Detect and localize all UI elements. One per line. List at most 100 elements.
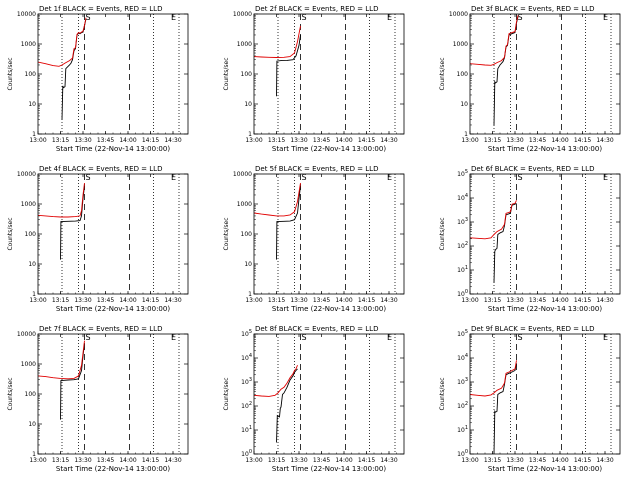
y-tick-label: 100 — [241, 231, 253, 238]
x-tick-label: 13:00 — [461, 137, 478, 144]
y-axis-label: Counts/sec — [7, 57, 14, 90]
series-lld — [469, 15, 519, 66]
y-axis-label: Counts/sec — [223, 57, 230, 90]
x-tick-label: 13:00 — [461, 457, 478, 464]
x-tick-label: 13:30 — [506, 297, 523, 304]
x-tick-label: 14:15 — [358, 137, 375, 144]
x-tick-label: 14:00 — [335, 457, 352, 464]
event-marker-e: E — [387, 173, 392, 182]
y-axis-label: Counts/sec — [7, 217, 14, 250]
event-marker-e: E — [171, 13, 176, 22]
x-tick-label: 13:45 — [97, 137, 114, 144]
event-marker-e: E — [171, 333, 176, 342]
x-tick-label: 13:30 — [290, 297, 307, 304]
x-tick-label: 14:30 — [596, 297, 613, 304]
x-tick-label: 13:30 — [506, 457, 523, 464]
y-tick-label: 10 — [28, 101, 36, 108]
series-events — [276, 34, 301, 97]
y-tick-label: 1000 — [237, 41, 252, 48]
y-tick-label: 10000 — [233, 171, 252, 178]
y-tick-label: 1000 — [237, 201, 252, 208]
chart-title: Det 6f BLACK = Events, RED = LLD — [471, 165, 594, 173]
x-tick-label: 14:15 — [574, 137, 591, 144]
series-events — [276, 368, 298, 443]
chart-panel-3: Det 3f BLACK = Events, RED = LLD Counts/s… — [439, 5, 621, 153]
series-events — [493, 363, 517, 455]
y-axis-label: Counts/sec — [223, 377, 230, 410]
chart-title: Det 2f BLACK = Events, RED = LLD — [255, 5, 378, 13]
event-marker-e: E — [387, 333, 392, 342]
series-lld — [37, 17, 87, 67]
x-tick-label: 13:15 — [268, 297, 285, 304]
y-tick-label: 1 — [248, 291, 252, 298]
x-tick-label: 14:30 — [164, 137, 181, 144]
event-marker-s: S — [86, 173, 91, 182]
x-tick-label: 13:30 — [290, 137, 307, 144]
x-tick-label: 13:00 — [29, 137, 46, 144]
x-tick-label: 13:45 — [97, 457, 114, 464]
y-tick-label: 1 — [464, 131, 468, 138]
x-tick-label: 14:30 — [164, 457, 181, 464]
chart-title: Det 8f BLACK = Events, RED = LLD — [255, 325, 378, 333]
x-axis-label: Start Time (22-Nov-14 13:00:00) — [272, 465, 386, 473]
event-marker-s: S — [86, 333, 91, 342]
y-tick-label: 102 — [457, 241, 468, 250]
series-events — [60, 342, 85, 420]
x-tick-label: 14:30 — [380, 297, 397, 304]
x-tick-label: 13:15 — [52, 137, 69, 144]
chart-panel-4: Det 4f BLACK = Events, RED = LLD Counts/s… — [7, 165, 189, 313]
y-tick-label: 100 — [25, 391, 37, 398]
x-tick-label: 13:00 — [245, 297, 262, 304]
y-tick-label: 102 — [457, 401, 468, 410]
series-lld — [469, 360, 517, 397]
x-tick-label: 14:00 — [551, 137, 568, 144]
chart-title: Det 3f BLACK = Events, RED = LLD — [471, 5, 594, 13]
y-axis-label: Counts/sec — [439, 377, 446, 410]
x-tick-label: 13:45 — [529, 457, 546, 464]
event-marker-e: E — [603, 173, 608, 182]
event-marker-e: E — [387, 13, 392, 22]
y-tick-label: 105 — [457, 329, 468, 338]
x-tick-label: 13:30 — [74, 297, 91, 304]
event-marker-s: S — [302, 333, 307, 342]
x-tick-label: 13:15 — [484, 297, 501, 304]
chart-panel-8: Det 8f BLACK = Events, RED = LLD Counts/s… — [223, 325, 405, 473]
series-lld — [37, 182, 85, 218]
y-tick-label: 10000 — [17, 11, 36, 18]
x-tick-label: 13:30 — [74, 137, 91, 144]
x-tick-label: 14:30 — [380, 457, 397, 464]
chart-panel-9: Det 9f BLACK = Events, RED = LLD Counts/s… — [439, 325, 621, 473]
y-tick-label: 100 — [241, 449, 252, 458]
y-tick-label: 105 — [241, 329, 252, 338]
x-tick-label: 14:00 — [119, 137, 136, 144]
chart-panel-1: Det 1f BLACK = Events, RED = LLD Counts/s… — [7, 5, 189, 153]
event-marker-s: S — [302, 13, 307, 22]
series-events — [493, 16, 519, 126]
x-tick-label: 14:15 — [574, 457, 591, 464]
x-tick-label: 14:00 — [551, 457, 568, 464]
y-tick-label: 1000 — [21, 201, 36, 208]
chart-panel-5: Det 5f BLACK = Events, RED = LLD Counts/s… — [223, 165, 405, 313]
y-axis-label: Counts/sec — [439, 217, 446, 250]
y-axis-label: Counts/sec — [439, 57, 446, 90]
x-tick-label: 13:00 — [29, 297, 46, 304]
y-tick-label: 103 — [241, 377, 252, 386]
chart-panel-6: Det 6f BLACK = Events, RED = LLD Counts/s… — [439, 165, 621, 313]
event-marker-s: S — [518, 13, 523, 22]
event-marker-s: S — [302, 173, 307, 182]
y-tick-label: 10 — [28, 261, 36, 268]
y-tick-label: 101 — [457, 265, 468, 274]
chart-title: Det 9f BLACK = Events, RED = LLD — [471, 325, 594, 333]
event-marker-e: E — [171, 173, 176, 182]
chart-title: Det 5f BLACK = Events, RED = LLD — [255, 165, 378, 173]
x-tick-label: 13:30 — [506, 137, 523, 144]
y-tick-label: 102 — [241, 401, 252, 410]
x-tick-label: 13:00 — [461, 297, 478, 304]
x-tick-label: 14:15 — [142, 457, 159, 464]
x-tick-label: 14:30 — [380, 137, 397, 144]
y-tick-label: 10 — [28, 421, 36, 428]
x-tick-label: 13:00 — [245, 457, 262, 464]
y-tick-label: 10000 — [449, 11, 468, 18]
event-marker-e: E — [603, 13, 608, 22]
